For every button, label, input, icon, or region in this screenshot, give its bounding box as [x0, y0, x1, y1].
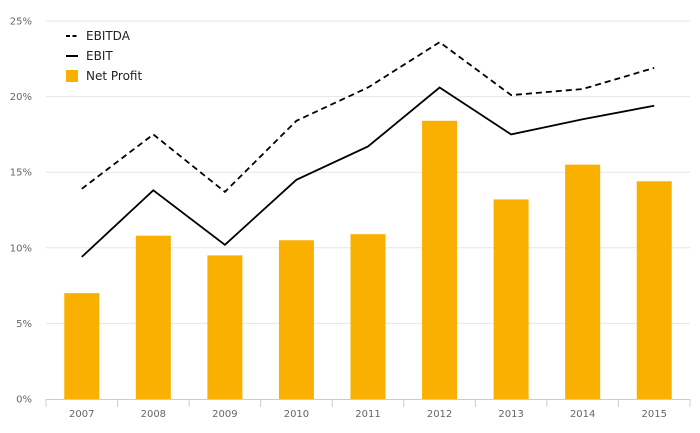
- y-tick-label: 20%: [10, 92, 32, 103]
- x-tick-label: 2008: [141, 409, 166, 420]
- net-profit-bar: [135, 235, 171, 399]
- net-profit-bar: [207, 255, 243, 399]
- x-tick-label: 2015: [641, 409, 666, 420]
- net-profit-bar: [493, 199, 529, 399]
- x-tick-label: 2011: [355, 409, 380, 420]
- axes: 0% 5% 10% 15% 20% 25% 2007 2008 2009 2010 2011 2012…: [10, 17, 691, 420]
- legend-item-net-profit[interactable]: Net Profit: [66, 69, 142, 83]
- net-profit-bar: [278, 240, 314, 399]
- x-tick-label: 2013: [498, 409, 523, 420]
- legend[interactable]: EBITDA EBIT Net Profit: [66, 29, 142, 83]
- y-tick-label: 10%: [10, 243, 32, 254]
- x-tick-label: 2012: [427, 409, 452, 420]
- net-profit-bar: [64, 293, 100, 399]
- legend-label-ebit: EBIT: [86, 49, 113, 63]
- net-profit-bars: [64, 120, 672, 400]
- x-tick-label: 2014: [570, 409, 595, 420]
- x-tick-label: 2010: [284, 409, 309, 420]
- net-profit-bar: [565, 164, 601, 399]
- net-profit-bar: [350, 234, 386, 399]
- margin-lines: [81, 41, 655, 258]
- x-tick-label: 2007: [69, 409, 94, 420]
- legend-item-ebitda[interactable]: EBITDA: [66, 29, 131, 43]
- legend-item-ebit[interactable]: EBIT: [66, 49, 113, 63]
- ebitda-line: [81, 41, 655, 194]
- legend-label-net-profit: Net Profit: [86, 69, 142, 83]
- y-tick-label: 25%: [10, 17, 32, 28]
- net-profit-bar: [422, 120, 458, 400]
- net-profit-bar: [636, 181, 672, 399]
- legend-swatch-net-profit: [66, 70, 78, 82]
- y-tick-label: 0%: [16, 395, 32, 406]
- y-tick-label: 15%: [10, 168, 32, 179]
- ebit-line: [81, 86, 655, 258]
- x-tick-label: 2009: [212, 409, 237, 420]
- legend-label-ebitda: EBITDA: [86, 29, 131, 43]
- y-tick-label: 5%: [16, 319, 32, 330]
